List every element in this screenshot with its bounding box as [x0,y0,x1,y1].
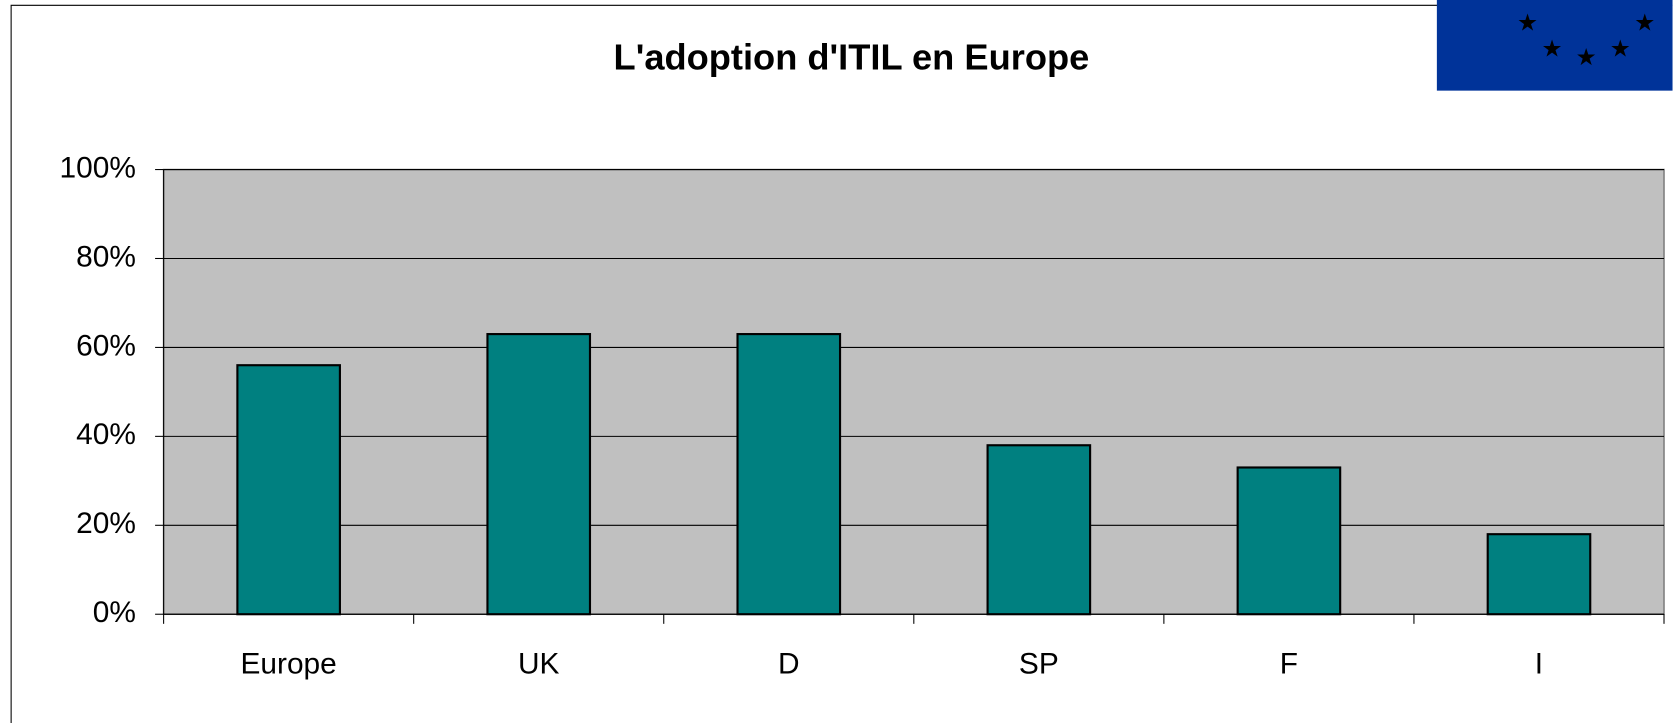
x-tick-label: I [1535,647,1543,680]
y-tick-label: 60% [76,329,136,362]
x-tick-label: F [1280,647,1298,680]
x-tick-label: SP [1019,647,1059,680]
svg-text:★: ★ [1634,10,1655,36]
y-tick-label: 100% [60,151,136,184]
bar [236,364,341,616]
plot-area [162,168,1665,616]
bar [1486,533,1592,616]
y-tick-label: 20% [76,507,136,540]
x-tick-label: Europe [241,647,337,680]
y-tick-label: 0% [93,596,136,629]
eu-flag: ★★ ★ ★★ [1436,0,1673,91]
svg-text:★: ★ [1517,10,1538,36]
bar [986,444,1092,616]
bar [1236,466,1342,616]
svg-text:★: ★ [1542,35,1563,61]
bar [736,333,842,616]
svg-text:★: ★ [1576,44,1597,70]
x-tick-label: UK [518,647,560,680]
chart-frame [10,4,1673,723]
chart-title: L'adoption d'ITIL en Europe [614,36,1090,77]
y-tick-label: 80% [76,240,136,273]
bar [486,333,592,616]
svg-text:★: ★ [1610,35,1631,61]
y-tick-label: 40% [76,418,136,451]
x-tick-label: D [778,647,800,680]
